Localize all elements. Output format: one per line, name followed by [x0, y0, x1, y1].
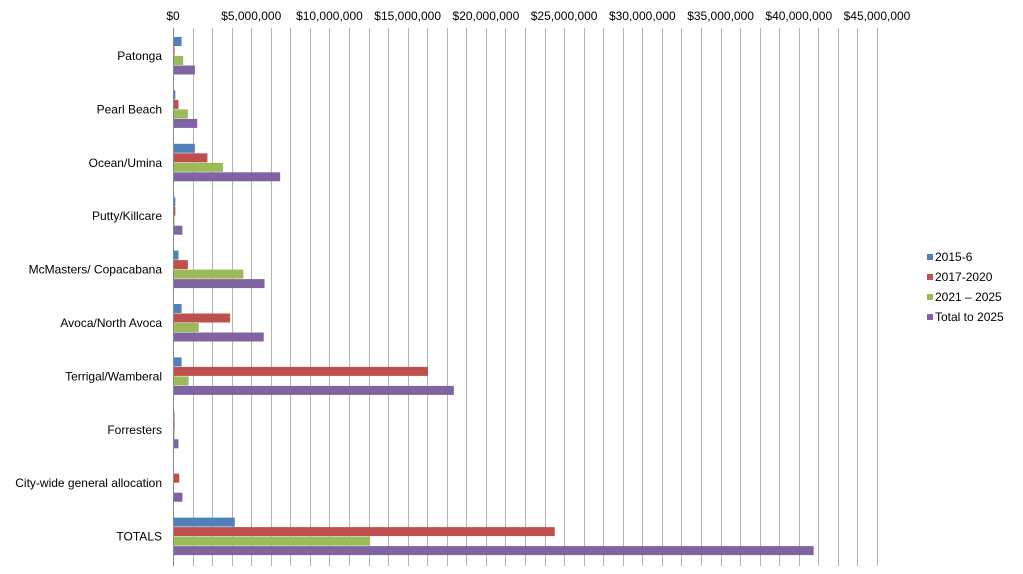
- bar: [173, 439, 179, 449]
- x-tick-label: $20,000,000: [453, 9, 520, 23]
- x-tick-label: $40,000,000: [765, 9, 832, 23]
- bar: [173, 56, 184, 65]
- category-label: Putty/Killcare: [92, 209, 162, 223]
- bar: [173, 37, 182, 46]
- bar: [173, 99, 179, 109]
- bar: [173, 279, 265, 289]
- x-tick-label: $10,000,000: [296, 9, 363, 23]
- bar: [173, 162, 224, 172]
- bar: [173, 357, 182, 367]
- category-label: Terrigal/Wamberal: [65, 369, 162, 383]
- bar: [173, 65, 195, 75]
- bar: [173, 260, 188, 270]
- bars: [173, 37, 814, 556]
- bar: [173, 332, 264, 342]
- bar: [173, 546, 814, 556]
- legend-swatch: [927, 294, 933, 300]
- bar: [173, 118, 198, 128]
- category-label: Ocean/Umina: [89, 156, 163, 170]
- bar: [173, 304, 182, 313]
- bar: [173, 313, 231, 323]
- legend: 2015-6 2017-2020 2021 – 2025 Total to 2025: [927, 250, 1004, 324]
- x-tick-label: $15,000,000: [374, 9, 441, 23]
- legend-label: 2017-2020: [935, 270, 993, 284]
- x-tick-label: $25,000,000: [531, 9, 598, 23]
- legend-label: 2021 – 2025: [935, 290, 1002, 304]
- bar: [173, 225, 183, 235]
- bar: [173, 172, 281, 182]
- legend-swatch: [927, 314, 933, 320]
- category-label: City-wide general allocation: [15, 476, 162, 490]
- x-tick-label: $0: [166, 9, 180, 23]
- legend-swatch: [927, 254, 933, 260]
- category-label: Forresters: [107, 423, 162, 437]
- legend-swatch: [927, 274, 933, 280]
- bar: [173, 143, 195, 153]
- bar: [173, 250, 179, 260]
- category-label: TOTALS: [116, 530, 162, 544]
- bar: [173, 323, 199, 332]
- bar: [173, 153, 208, 163]
- bar: [173, 366, 429, 376]
- bar: [173, 536, 371, 546]
- x-tick-label: $5,000,000: [221, 9, 281, 23]
- gridlines: [173, 28, 878, 566]
- bar: [173, 492, 183, 502]
- bar: [173, 517, 235, 527]
- x-tick-label: $35,000,000: [687, 9, 754, 23]
- bar: [173, 376, 189, 386]
- bar: [173, 206, 176, 216]
- category-label: Patonga: [117, 49, 162, 63]
- bar: [173, 385, 454, 395]
- category-labels: Patonga Pearl Beach Ocean/Umina Putty/Killc…: [15, 49, 162, 544]
- bar: [173, 109, 188, 119]
- bar: [173, 90, 176, 100]
- bar: [173, 473, 180, 483]
- category-label: Avoca/North Avoca: [60, 316, 162, 330]
- x-tick-label: $30,000,000: [609, 9, 676, 23]
- bar: [173, 269, 244, 279]
- bar: [173, 197, 176, 207]
- x-axis-tick-labels: $0 $5,000,000 $10,000,000 $15,000,000 $20,00…: [166, 9, 910, 23]
- category-label: Pearl Beach: [97, 102, 162, 116]
- x-tick-label: $45,000,000: [844, 9, 911, 23]
- legend-label: 2015-6: [935, 250, 973, 264]
- legend-label: Total to 2025: [935, 310, 1004, 324]
- bar: [173, 527, 555, 537]
- category-label: McMasters/ Copacabana: [29, 263, 163, 277]
